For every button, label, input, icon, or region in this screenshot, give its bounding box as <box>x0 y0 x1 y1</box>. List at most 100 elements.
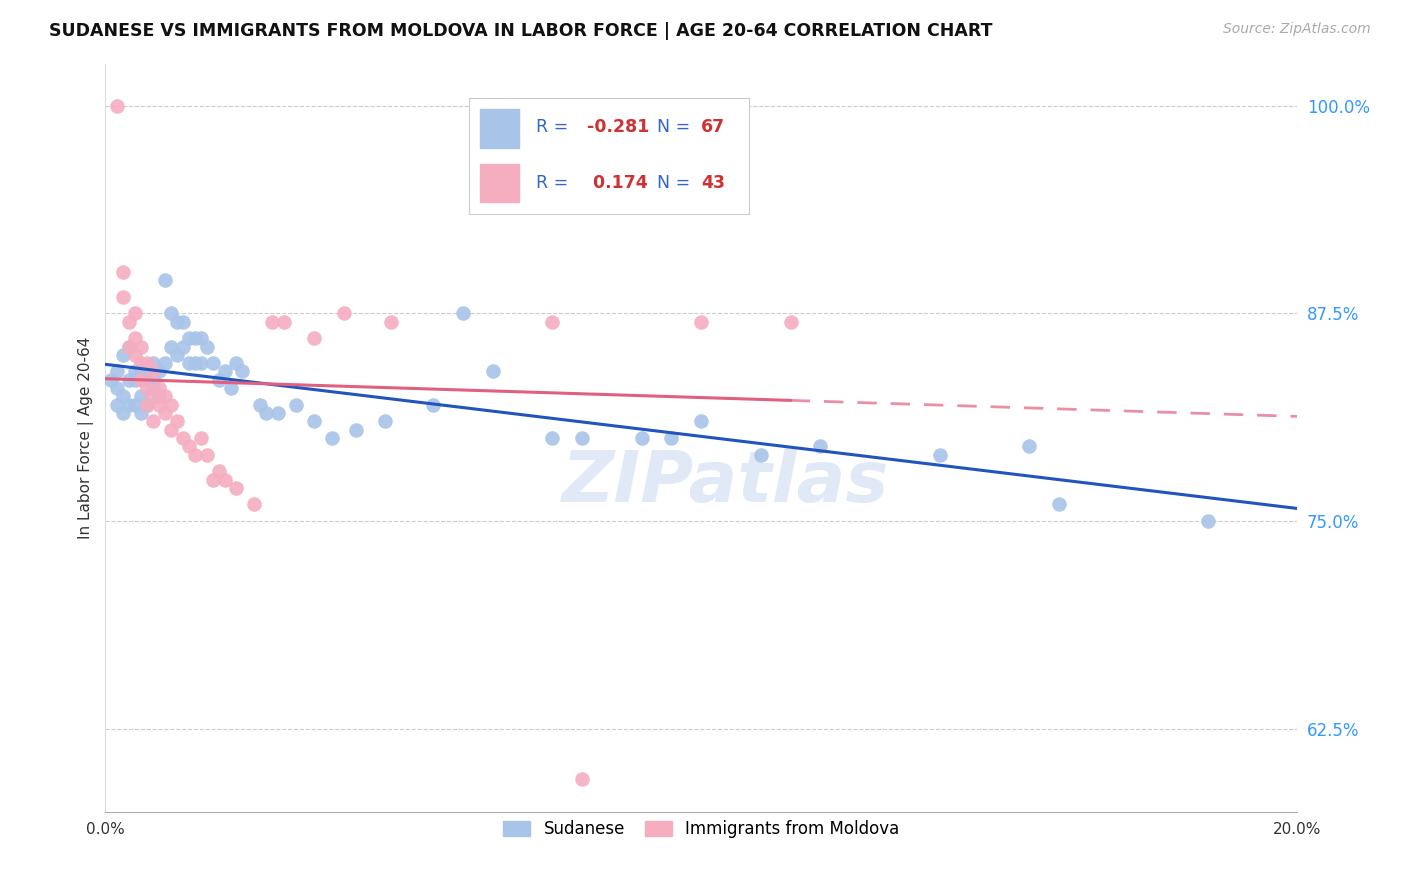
Point <box>112 389 135 403</box>
Point <box>177 331 200 345</box>
Point <box>201 356 224 370</box>
Point <box>118 373 141 387</box>
Point <box>481 182 503 196</box>
Point <box>207 373 229 387</box>
Point <box>105 381 128 395</box>
Point <box>148 389 170 403</box>
Point <box>105 398 128 412</box>
Point <box>225 356 247 370</box>
Point <box>124 373 146 387</box>
Point <box>166 315 188 329</box>
Point <box>195 448 218 462</box>
Point <box>422 398 444 412</box>
Point <box>153 406 176 420</box>
Point <box>160 340 183 354</box>
Point <box>105 364 128 378</box>
Point <box>118 315 141 329</box>
Point <box>344 423 367 437</box>
Text: Source: ZipAtlas.com: Source: ZipAtlas.com <box>1223 22 1371 37</box>
Point <box>481 364 503 378</box>
Point <box>129 364 152 378</box>
Point <box>541 431 564 445</box>
Point <box>124 306 146 320</box>
Point <box>124 348 146 362</box>
Point <box>160 398 183 412</box>
Legend: Sudanese, Immigrants from Moldova: Sudanese, Immigrants from Moldova <box>496 814 905 845</box>
Point <box>142 381 165 395</box>
Y-axis label: In Labor Force | Age 20-64: In Labor Force | Age 20-64 <box>79 337 94 539</box>
Point <box>105 98 128 112</box>
Point <box>184 331 207 345</box>
Point <box>142 373 165 387</box>
Point <box>214 364 236 378</box>
Point <box>129 406 152 420</box>
Point <box>160 423 183 437</box>
Point <box>136 398 159 412</box>
Point <box>112 265 135 279</box>
Point <box>571 431 593 445</box>
Point <box>541 315 564 329</box>
Point <box>148 364 170 378</box>
Point <box>166 414 188 428</box>
Point <box>184 356 207 370</box>
Point <box>112 348 135 362</box>
Point <box>749 448 772 462</box>
Point <box>571 772 593 786</box>
Point <box>142 356 165 370</box>
Point <box>160 306 183 320</box>
Point <box>195 340 218 354</box>
Point <box>136 364 159 378</box>
Point <box>267 406 290 420</box>
Point <box>172 315 194 329</box>
Point <box>207 464 229 478</box>
Point <box>153 356 176 370</box>
Point <box>136 381 159 395</box>
Point <box>112 406 135 420</box>
Point <box>129 389 152 403</box>
Point <box>219 381 242 395</box>
Point <box>661 431 683 445</box>
Point <box>190 331 212 345</box>
Point <box>124 398 146 412</box>
Point <box>177 439 200 453</box>
Point <box>177 356 200 370</box>
Point <box>142 414 165 428</box>
Point <box>285 398 308 412</box>
Point <box>1197 514 1219 528</box>
Point <box>136 398 159 412</box>
Point <box>243 498 266 512</box>
Point <box>142 364 165 378</box>
Point <box>148 398 170 412</box>
Point <box>332 306 354 320</box>
Point <box>254 406 277 420</box>
Point <box>928 448 950 462</box>
Point <box>214 473 236 487</box>
Point <box>1018 439 1040 453</box>
Point <box>129 373 152 387</box>
Point <box>172 340 194 354</box>
Point <box>1047 498 1070 512</box>
Point <box>124 364 146 378</box>
Point <box>100 373 122 387</box>
Point <box>172 431 194 445</box>
Point <box>231 364 253 378</box>
Point <box>630 431 652 445</box>
Point <box>153 273 176 287</box>
Point <box>262 315 284 329</box>
Point <box>302 331 325 345</box>
Point <box>190 431 212 445</box>
Point <box>136 373 159 387</box>
Point <box>225 481 247 495</box>
Point <box>451 306 474 320</box>
Point <box>118 398 141 412</box>
Point <box>690 414 713 428</box>
Point <box>129 356 152 370</box>
Point <box>380 315 402 329</box>
Point <box>374 414 396 428</box>
Point <box>166 348 188 362</box>
Point <box>321 431 343 445</box>
Point <box>190 356 212 370</box>
Point <box>201 473 224 487</box>
Point <box>129 340 152 354</box>
Point <box>153 389 176 403</box>
